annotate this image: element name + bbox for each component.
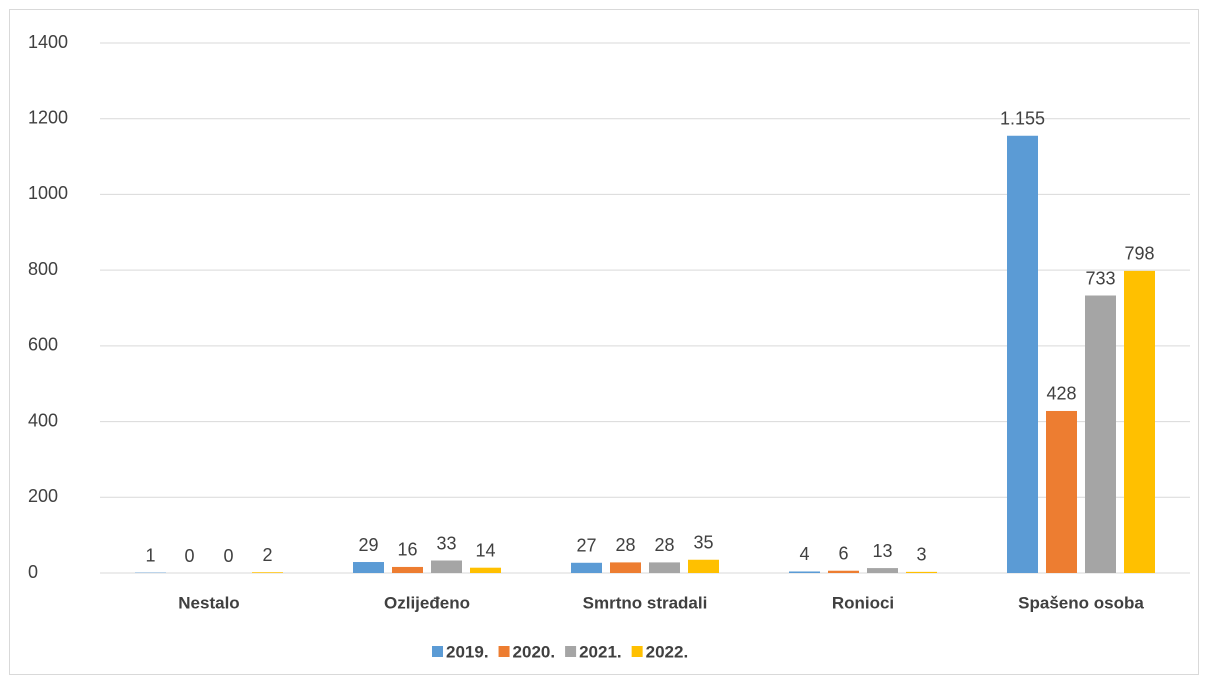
- data-label: 0: [223, 546, 233, 566]
- bar: [1046, 411, 1077, 573]
- legend-swatch: [432, 646, 443, 657]
- data-label: 4: [799, 544, 809, 564]
- data-label: 1: [145, 545, 155, 565]
- x-tick-label: Smrtno stradali: [583, 593, 708, 612]
- legend-label: 2022.: [646, 642, 689, 661]
- legend-label: 2019.: [446, 642, 489, 661]
- data-label: 16: [397, 540, 417, 560]
- data-label: 3: [916, 545, 926, 565]
- data-label: 2: [262, 545, 272, 565]
- data-label: 28: [615, 535, 635, 555]
- bar: [353, 562, 384, 573]
- bar: [431, 561, 462, 573]
- bar: [252, 572, 283, 573]
- data-label: 13: [872, 541, 892, 561]
- x-tick-label: Spašeno osoba: [1018, 593, 1144, 612]
- bar: [789, 571, 820, 573]
- data-label: 35: [693, 533, 713, 553]
- bar: [1007, 136, 1038, 573]
- x-tick-label: Nestalo: [178, 593, 239, 612]
- y-tick-label: 800: [28, 259, 58, 279]
- bar: [610, 562, 641, 573]
- y-tick-label: 600: [28, 335, 58, 355]
- data-label: 27: [576, 536, 596, 556]
- bar: [649, 562, 680, 573]
- bar: [906, 572, 937, 573]
- bar: [867, 568, 898, 573]
- y-tick-label: 0: [28, 562, 38, 582]
- x-tick-label: Ozlijeđeno: [384, 593, 470, 612]
- data-label: 428: [1046, 384, 1076, 404]
- data-label: 6: [838, 543, 848, 563]
- y-tick-label: 1400: [28, 32, 68, 52]
- bar: [1124, 271, 1155, 573]
- data-label: 29: [358, 535, 378, 555]
- data-label: 1.155: [1000, 109, 1045, 129]
- legend-swatch: [632, 646, 643, 657]
- legend-label: 2021.: [579, 642, 622, 661]
- bar: [392, 567, 423, 573]
- data-label: 33: [436, 533, 456, 553]
- bar: [1085, 296, 1116, 573]
- legend-swatch: [499, 646, 510, 657]
- data-label: 798: [1124, 244, 1154, 264]
- data-label: 733: [1085, 268, 1115, 288]
- bar: [688, 560, 719, 573]
- data-label: 28: [654, 535, 674, 555]
- data-label: 14: [475, 540, 495, 560]
- x-tick-label: Ronioci: [832, 593, 894, 612]
- bar: [571, 563, 602, 573]
- y-tick-label: 400: [28, 410, 58, 430]
- y-tick-label: 1000: [28, 183, 68, 203]
- y-tick-label: 200: [28, 486, 58, 506]
- bar: [470, 568, 501, 573]
- bar: [828, 571, 859, 573]
- legend-label: 2020.: [513, 642, 556, 661]
- data-label: 0: [184, 546, 194, 566]
- legend-swatch: [565, 646, 576, 657]
- y-tick-label: 1200: [28, 107, 68, 127]
